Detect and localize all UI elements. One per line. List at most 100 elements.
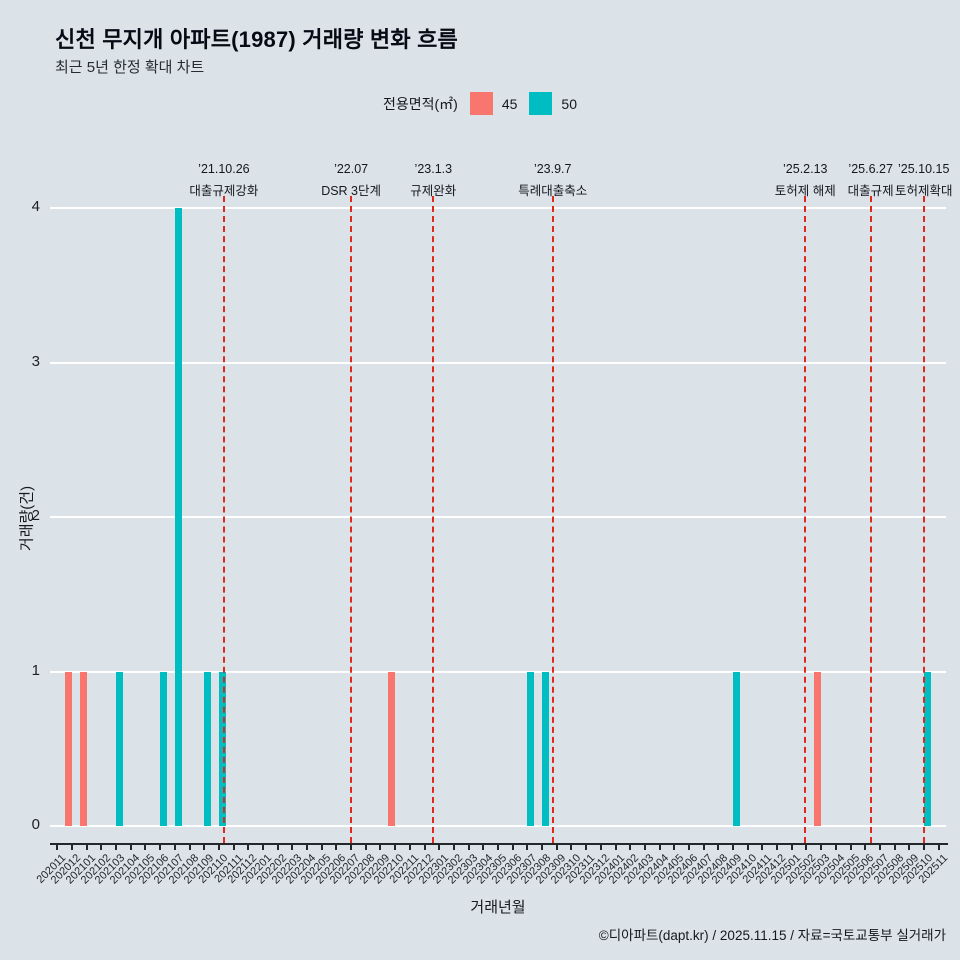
event-annotation: ’22.07 DSR 3단계 bbox=[321, 158, 381, 203]
x-tick bbox=[922, 845, 925, 850]
x-tick bbox=[173, 845, 176, 850]
bar bbox=[814, 671, 822, 826]
event-date: ’25.10.15 bbox=[897, 162, 950, 176]
x-tick bbox=[188, 845, 191, 850]
x-tick bbox=[335, 845, 338, 850]
x-tick bbox=[291, 845, 294, 850]
event-label: DSR 3단계 bbox=[321, 184, 382, 199]
event-line bbox=[804, 196, 807, 843]
bar bbox=[79, 671, 87, 826]
x-tick bbox=[467, 845, 470, 850]
bar bbox=[527, 671, 535, 826]
gridline bbox=[50, 207, 946, 209]
event-date: ’21.10.26 bbox=[198, 162, 250, 176]
legend-item-45: 45 bbox=[469, 92, 518, 115]
event-line bbox=[432, 196, 435, 843]
event-line bbox=[551, 196, 554, 843]
x-tick bbox=[585, 845, 588, 850]
x-tick bbox=[805, 845, 808, 850]
x-tick bbox=[526, 845, 529, 850]
x-tick bbox=[56, 845, 59, 850]
x-tick bbox=[702, 845, 705, 850]
bar bbox=[923, 671, 931, 826]
legend-label-50: 50 bbox=[561, 95, 577, 112]
x-tick bbox=[394, 845, 397, 850]
event-line bbox=[922, 196, 925, 843]
legend-swatch-45 bbox=[469, 92, 493, 115]
y-tick-label: 4 bbox=[31, 198, 40, 215]
event-line bbox=[350, 196, 353, 843]
bar bbox=[116, 671, 124, 826]
x-tick bbox=[732, 845, 735, 850]
gridline bbox=[50, 825, 946, 827]
bar bbox=[160, 671, 168, 826]
y-tick-label: 2 bbox=[31, 507, 40, 524]
x-tick bbox=[614, 845, 617, 850]
x-tick bbox=[541, 845, 544, 850]
x-tick bbox=[937, 845, 940, 850]
event-line bbox=[222, 196, 225, 843]
chart-title: 신천 무지개 아파트(1987) 거래량 변화 흐름 bbox=[55, 27, 458, 52]
legend-title: 전용면적(㎡) bbox=[382, 95, 458, 112]
event-annotation: ’25.10.15 토허제확대 bbox=[895, 158, 953, 203]
x-tick bbox=[878, 845, 881, 850]
event-annotation: ’21.10.26 대출규제강화 bbox=[189, 158, 258, 203]
x-tick bbox=[511, 845, 514, 850]
bar bbox=[733, 671, 741, 826]
x-tick bbox=[350, 845, 353, 850]
bar bbox=[204, 671, 212, 826]
x-tick bbox=[144, 845, 147, 850]
x-tick bbox=[761, 845, 764, 850]
x-tick bbox=[261, 845, 264, 850]
event-annotation: ’25.6.27 대출규제 bbox=[848, 158, 894, 203]
y-tick-label: 3 bbox=[31, 352, 40, 370]
bar bbox=[174, 208, 182, 826]
x-axis-title: 거래년월 bbox=[470, 899, 526, 916]
gridline bbox=[50, 361, 946, 364]
x-tick bbox=[776, 845, 779, 850]
x-tick bbox=[71, 845, 74, 850]
x-tick bbox=[717, 845, 720, 850]
event-annotation: ’25.2.13 토허제 해제 bbox=[775, 158, 836, 203]
x-tick bbox=[438, 845, 441, 850]
credit-text: ©디아파트(dapt.kr) / 2025.11.15 / 자료=국토교통부 실… bbox=[598, 928, 946, 943]
y-tick-label: 1 bbox=[31, 661, 40, 679]
x-tick bbox=[100, 845, 103, 850]
bar bbox=[542, 671, 550, 826]
x-tick bbox=[217, 845, 220, 850]
event-label: 토허제 해제 bbox=[774, 184, 836, 199]
event-label: 특례대출축소 bbox=[518, 184, 588, 199]
bar bbox=[65, 671, 73, 826]
x-tick bbox=[599, 845, 602, 850]
event-label: 토허제확대 bbox=[894, 184, 953, 199]
x-tick bbox=[306, 845, 309, 850]
x-tick bbox=[790, 845, 793, 850]
x-tick bbox=[687, 845, 690, 850]
x-tick bbox=[408, 845, 411, 850]
x-tick bbox=[320, 845, 323, 850]
gridline bbox=[50, 670, 946, 673]
x-tick bbox=[482, 845, 485, 850]
x-tick bbox=[864, 845, 867, 850]
event-label: 대출규제강화 bbox=[189, 184, 259, 199]
event-label: 대출규제 bbox=[847, 184, 894, 199]
x-tick bbox=[893, 845, 896, 850]
x-tick bbox=[497, 845, 499, 850]
x-tick bbox=[203, 845, 206, 850]
x-tick bbox=[820, 845, 823, 850]
x-tick bbox=[452, 845, 455, 850]
event-label: 규제완화 bbox=[410, 184, 457, 199]
legend-swatch-50 bbox=[529, 92, 553, 115]
x-axis-line bbox=[50, 843, 948, 845]
legend-label-45: 45 bbox=[501, 95, 518, 112]
x-tick bbox=[555, 845, 558, 850]
x-tick bbox=[673, 845, 676, 850]
event-line bbox=[869, 196, 872, 843]
x-tick bbox=[85, 845, 88, 850]
event-date: ’25.6.27 bbox=[848, 162, 893, 176]
gridline bbox=[50, 516, 946, 518]
x-tick bbox=[629, 845, 632, 850]
x-tick bbox=[658, 845, 661, 850]
